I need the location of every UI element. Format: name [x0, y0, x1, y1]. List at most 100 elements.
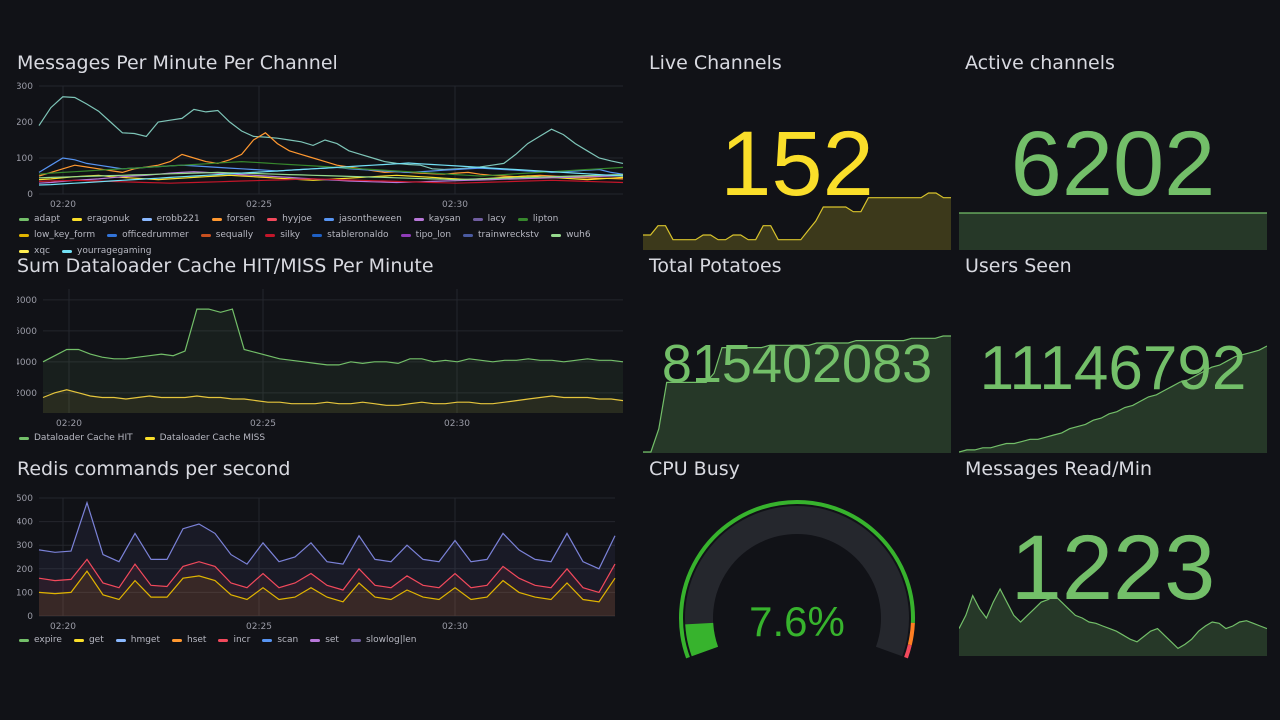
legend-item[interactable]: lipton	[517, 212, 559, 226]
users-seen-value: 11146792	[979, 334, 1247, 403]
legend-item[interactable]: hmget	[115, 633, 160, 647]
legend-item[interactable]: stableronaldo	[312, 228, 389, 242]
total-potatoes-panel: Total Potatoes 815402083	[643, 255, 951, 453]
series-line[interactable]	[38, 570, 616, 603]
legend-item[interactable]: Dataloader Cache HIT	[19, 431, 133, 445]
legend-label: jasontheween	[338, 214, 402, 224]
legend-color-swatch	[400, 233, 411, 237]
sparkline-line	[959, 345, 1267, 453]
legend-item[interactable]: hyyjoe	[267, 212, 312, 226]
legend-label: trainwreckstv	[478, 230, 540, 240]
legend-item[interactable]: hset	[172, 633, 206, 647]
legend-color-swatch	[107, 233, 118, 237]
legend-color-swatch	[218, 638, 229, 642]
legend-item[interactable]: low_key_form	[19, 228, 95, 242]
legend-label: expire	[34, 635, 62, 645]
redis-chart[interactable]: 500 400 300 200 100 0 02:20 02:25 02:30	[17, 486, 629, 638]
legend-item[interactable]: adapt	[19, 212, 60, 226]
threshold-arc-orange	[907, 622, 915, 646]
x-tick-label: 02:30	[444, 419, 470, 429]
legend-item[interactable]: forsen	[211, 212, 256, 226]
legend-color-swatch	[200, 233, 211, 237]
series-line[interactable]	[38, 162, 624, 186]
x-tick-label: 02:25	[246, 622, 272, 632]
legend-item[interactable]: silky	[265, 228, 300, 242]
legend-item[interactable]: wuh6	[551, 228, 591, 242]
legend-item[interactable]: incr	[218, 633, 250, 647]
legend-item[interactable]: erobb221	[141, 212, 200, 226]
legend-label: forsen	[226, 214, 256, 224]
legend-item[interactable]: yourragegaming	[62, 244, 151, 258]
y-tick-label: 0	[27, 190, 33, 200]
dataloader-chart[interactable]: 8000 6000 4000 2000 02:20 02:25 02:30	[17, 283, 629, 433]
legend-color-swatch	[19, 217, 29, 221]
legend-item[interactable]: slowlog|len	[350, 633, 417, 647]
legend-color-swatch	[262, 638, 273, 642]
legend-label: lipton	[532, 214, 559, 224]
x-tick-label: 02:30	[442, 200, 468, 210]
legend-label: kaysan	[428, 214, 461, 224]
messages-per-channel-panel: Messages Per Minute Per Channel 300 200 10…	[17, 52, 629, 256]
legend-item[interactable]: lacy	[472, 212, 506, 226]
legend-item[interactable]: officedrummer	[107, 228, 189, 242]
legend-item[interactable]: set	[310, 633, 339, 647]
series-line[interactable]	[38, 558, 616, 594]
sparkline-line	[959, 587, 1267, 650]
legend-color-swatch	[19, 436, 29, 440]
legend-item[interactable]: get	[73, 633, 104, 647]
legend-label: set	[325, 635, 339, 645]
series-line[interactable]	[38, 171, 624, 181]
series-line[interactable]	[42, 308, 624, 366]
series-area	[43, 389, 623, 413]
legend-color-swatch	[19, 249, 29, 253]
sparkline-area	[643, 193, 951, 250]
series-line[interactable]	[38, 157, 624, 175]
legend-color-swatch	[144, 436, 155, 440]
series-area	[39, 559, 615, 616]
legend-color-swatch	[463, 233, 474, 237]
active-channels-value: 6202	[1010, 113, 1216, 215]
x-tick-label: 02:20	[56, 419, 82, 429]
users-seen-sparkline	[959, 345, 1267, 453]
legend-label: eragonuk	[87, 214, 130, 224]
cpu-busy-panel: CPU Busy 7.6%	[643, 458, 951, 659]
series-line[interactable]	[38, 178, 624, 184]
legend-label: yourragegaming	[77, 246, 152, 256]
legend-item[interactable]: Dataloader Cache MISS	[144, 431, 265, 445]
legend-item[interactable]: scan	[262, 633, 298, 647]
y-tick-label: 0	[27, 612, 33, 622]
legend-color-swatch	[312, 233, 323, 237]
legend-item[interactable]: expire	[19, 633, 62, 647]
x-tick-label: 02:30	[442, 622, 468, 632]
panel-title: CPU Busy	[649, 458, 740, 480]
legend-item[interactable]: kaysan	[413, 212, 461, 226]
messages-chart[interactable]: 300 200 100 0 02:20 02:25 02:30	[17, 80, 629, 240]
legend-item[interactable]: eragonuk	[72, 212, 130, 226]
panel-title: Redis commands per second	[17, 458, 291, 480]
panel-title: Total Potatoes	[649, 255, 782, 277]
y-tick-label: 6000	[17, 327, 37, 337]
legend-color-swatch	[413, 217, 424, 221]
series-line[interactable]	[42, 389, 624, 406]
legend-label: get	[88, 635, 104, 645]
legend-color-swatch	[323, 217, 334, 221]
legend-label: tipo_lon	[415, 230, 452, 240]
legend-label: hset	[187, 635, 207, 645]
panel-title: Messages Read/Min	[965, 458, 1153, 480]
legend-item[interactable]: sequally	[200, 228, 253, 242]
live-channels-sparkline	[643, 192, 951, 250]
y-tick-label: 200	[17, 118, 33, 128]
total-potatoes-value: 815402083	[661, 334, 933, 394]
legend-label: low_key_form	[34, 230, 96, 240]
legend-item[interactable]: xqc	[19, 244, 50, 258]
messages-read-value: 1223	[1010, 517, 1216, 619]
legend-item[interactable]: trainwreckstv	[463, 228, 539, 242]
x-tick-label: 02:25	[246, 200, 272, 210]
legend-item[interactable]: jasontheween	[323, 212, 402, 226]
series-line[interactable]	[38, 500, 616, 570]
legend-item[interactable]: tipo_lon	[400, 228, 452, 242]
series-line[interactable]	[38, 160, 624, 177]
legend-label: officedrummer	[122, 230, 189, 240]
series-line[interactable]	[38, 96, 624, 171]
sparkline-area	[959, 213, 1267, 250]
